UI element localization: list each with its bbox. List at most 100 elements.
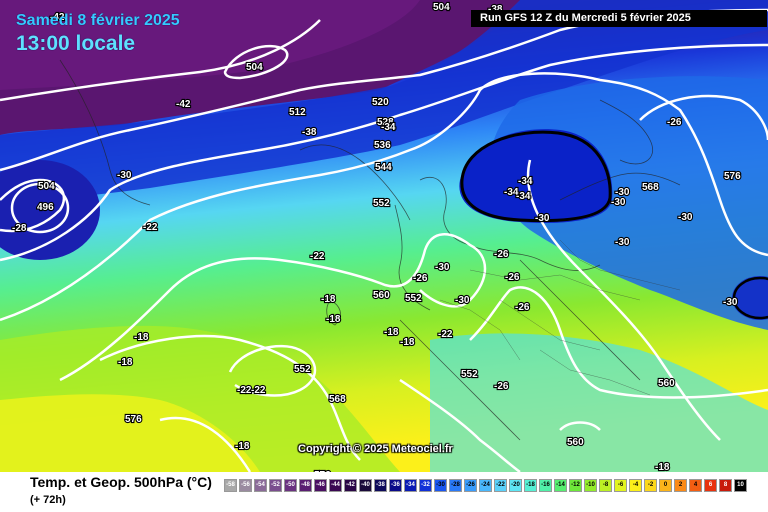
scale-label: -48 <box>301 482 310 488</box>
scale-label: -14 <box>556 482 565 488</box>
temperature-label: -18 <box>134 332 149 343</box>
scale-swatch <box>629 479 642 492</box>
scale-swatch <box>374 479 387 492</box>
scale-label: -6 <box>617 482 624 488</box>
scale-swatch <box>389 479 402 492</box>
temperature-label: -30 <box>455 295 470 306</box>
scale-label: 0 <box>663 482 668 488</box>
temperature-label: -42 <box>50 12 65 23</box>
valid-date: Samedi 8 février 2025 <box>16 12 180 29</box>
map-legend-title: Temp. et Geop. 500hPa (°C) <box>30 474 212 490</box>
coldest-purple-region <box>0 0 420 90</box>
temperature-label: -18 <box>384 327 399 338</box>
scale-label: 6 <box>708 482 713 488</box>
scale-swatch <box>344 479 357 492</box>
scale-label: -42 <box>346 482 355 488</box>
temperature-label: -28 <box>12 223 27 234</box>
temperature-label: -18 <box>655 462 670 472</box>
scale-swatch <box>584 479 597 492</box>
temperature-label: -26 <box>667 117 682 128</box>
scale-label: -24 <box>481 482 490 488</box>
scale-swatch <box>239 479 252 492</box>
geopotential-label: 568 <box>329 394 346 405</box>
temperature-label: -22 <box>237 385 252 396</box>
temperature-label: -34 <box>504 187 519 198</box>
weather-map: 504 504 512 520 528 536 544 552 504 496 560 552 552 5… <box>0 0 768 472</box>
run-title: Run GFS 12 Z du Mercredi 5 février 2025 <box>471 10 767 27</box>
scale-label: -2 <box>647 482 654 488</box>
geopotential-label: 496 <box>37 202 54 213</box>
country-borders <box>439 239 681 396</box>
temperature-label: -18 <box>235 441 250 452</box>
temperature-label: -30 <box>611 197 626 208</box>
temperature-label: -30 <box>117 170 132 181</box>
geopotential-label: 576 <box>314 470 331 472</box>
geopotential-label: 512 <box>289 107 306 118</box>
temperature-label: -30 <box>615 237 630 248</box>
temperature-label: -26 <box>505 272 520 283</box>
scale-swatch <box>644 479 657 492</box>
geopotential-label: 536 <box>374 140 391 151</box>
scale-swatch <box>464 479 477 492</box>
scale-label: -8 <box>602 482 609 488</box>
scale-label: -38 <box>376 482 385 488</box>
scale-label: -58 <box>226 482 235 488</box>
scale-label: -56 <box>241 482 250 488</box>
forecast-range: (+ 72h) <box>30 494 66 506</box>
temperature-label: -22 <box>143 222 158 233</box>
scale-label: -4 <box>632 482 639 488</box>
scale-swatch <box>524 479 537 492</box>
scale-swatch <box>314 479 327 492</box>
temperature-label: -26 <box>494 381 509 392</box>
temperature-label: -26 <box>494 249 509 260</box>
scale-label: -16 <box>541 482 550 488</box>
geopotential-label: 504 <box>38 181 55 192</box>
scale-swatch <box>674 479 687 492</box>
scale-swatch <box>614 479 627 492</box>
scale-label: 4 <box>693 482 698 488</box>
temperature-label: -34 <box>518 176 533 187</box>
scale-label: -10 <box>586 482 595 488</box>
atlantic-low <box>0 160 100 260</box>
scale-label: -46 <box>316 482 325 488</box>
scale-swatch <box>479 479 492 492</box>
southeast-cyan <box>430 333 768 472</box>
scale-swatch <box>689 479 702 492</box>
scale-swatch <box>569 479 582 492</box>
temperature-label: -34 <box>381 122 396 133</box>
scale-swatch <box>269 479 282 492</box>
scale-swatch <box>734 479 747 492</box>
scandinavian-low <box>459 129 613 223</box>
scale-label: -44 <box>331 482 340 488</box>
scale-label: -34 <box>406 482 415 488</box>
geopotential-label: 560 <box>658 378 675 389</box>
geopotential-label: 560 <box>373 290 390 301</box>
coastlines <box>59 59 681 441</box>
temperature-label: -30 <box>435 262 450 273</box>
atlantic-low-contour <box>10 182 70 234</box>
temperature-label: -18 <box>321 294 336 305</box>
temperature-label: -18 <box>118 357 133 368</box>
scale-label: -50 <box>286 482 295 488</box>
temperature-label: -22 <box>251 385 266 396</box>
scale-label: -32 <box>421 482 430 488</box>
scale-label: 2 <box>678 482 683 488</box>
temperature-label: -30 <box>535 213 550 224</box>
scale-label: -18 <box>526 482 535 488</box>
scale-swatch <box>539 479 552 492</box>
temperature-label: -30 <box>678 212 693 223</box>
geopotential-label: 552 <box>461 369 478 380</box>
temperature-label: -22 <box>310 251 325 262</box>
scale-label: 8 <box>723 482 728 488</box>
temperature-label: -18 <box>400 337 415 348</box>
geopotential-label: 560 <box>567 437 584 448</box>
map-canvas: 504 504 512 520 528 536 544 552 504 496 560 552 552 5… <box>0 0 768 472</box>
temperature-labels: -42-42-38-38-34-34-34-34-30-30-30-30-30-… <box>11 3 739 472</box>
geopotential-label: 576 <box>125 414 142 425</box>
scale-label: -12 <box>571 482 580 488</box>
geopotential-label: 552 <box>294 364 311 375</box>
scale-swatch <box>404 479 417 492</box>
scale-swatch <box>599 479 612 492</box>
valid-time: 13:00 locale <box>16 32 136 55</box>
map-footer: Temp. et Geop. 500hPa (°C) (+ 72h) <box>0 472 768 512</box>
